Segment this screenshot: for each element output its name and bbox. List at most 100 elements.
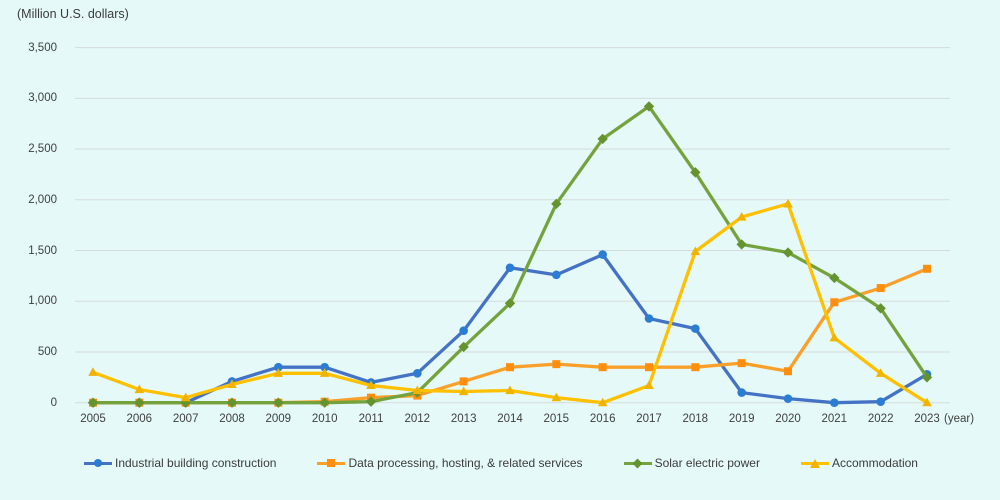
x-axis-tick: 2005 <box>80 413 106 425</box>
data-point-marker-accommodation <box>458 386 469 396</box>
x-axis-tick: 2011 <box>358 413 384 425</box>
data-point-marker-industrial-building-construction <box>691 324 700 333</box>
legend-label: Solar electric power <box>654 456 760 470</box>
data-point-marker-solar-electric-power <box>504 298 516 309</box>
gridlines <box>75 47 950 404</box>
x-axis-tick: 2019 <box>728 413 755 425</box>
data-point-marker-industrial-building-construction <box>737 388 746 397</box>
x-axis-tick: 2016 <box>589 413 616 425</box>
data-point-marker-solar-electric-power <box>365 396 377 407</box>
legend-label: Industrial building construction <box>115 456 277 470</box>
x-axis-tick: 2006 <box>126 413 153 425</box>
x-axis-tick: 2015 <box>543 413 570 425</box>
circle-marker-icon <box>84 457 112 469</box>
triangle-marker-icon <box>800 457 829 469</box>
x-axis-tick: 2013 <box>450 413 477 425</box>
data-point-marker-accommodation <box>551 392 562 402</box>
data-point-marker-industrial-building-construction <box>274 362 283 372</box>
x-axis-tick: 2022 <box>867 413 894 425</box>
data-point-marker-accommodation <box>690 246 701 256</box>
data-point-marker-accommodation <box>319 368 330 377</box>
x-axis-tick: 2017 <box>636 413 662 425</box>
data-point-marker-industrial-building-construction <box>644 314 654 323</box>
data-point-marker-data-processing-hosting-related-services <box>922 264 931 273</box>
x-axis-tick: 2018 <box>682 413 709 425</box>
x-axis-tick: 2021 <box>821 413 848 425</box>
x-axis-suffix-label: (year) <box>944 413 975 425</box>
line-chart <box>75 47 950 408</box>
x-axis-tick: 2020 <box>775 413 801 425</box>
data-point-marker-solar-electric-power <box>875 303 886 314</box>
x-axis-tick: 2012 <box>404 413 431 425</box>
data-point-marker-accommodation <box>597 397 608 407</box>
data-point-marker-industrial-building-construction <box>598 250 607 259</box>
data-point-marker-data-processing-hosting-related-services <box>830 298 839 307</box>
data-point-marker-industrial-building-construction <box>459 326 468 335</box>
y-axis-unit-label: (Million U.S. dollars) <box>17 7 129 21</box>
data-point-marker-accommodation <box>366 380 376 390</box>
data-point-marker-accommodation <box>783 198 793 208</box>
legend-label: Data processing, hosting, & related serv… <box>348 456 583 470</box>
data-point-marker-accommodation <box>922 397 932 407</box>
data-point-marker-solar-electric-power <box>319 397 330 408</box>
y-axis-tick: 500 <box>37 346 57 358</box>
data-point-marker-accommodation <box>736 212 747 221</box>
data-point-marker-data-processing-hosting-related-services <box>783 367 792 376</box>
data-point-marker-industrial-building-construction <box>413 368 422 378</box>
data-point-marker-industrial-building-construction <box>552 270 561 280</box>
data-point-marker-industrial-building-construction <box>505 263 515 273</box>
legend-item-industrial-building-construction: Industrial building construction <box>84 456 276 470</box>
data-point-marker-accommodation <box>644 380 654 390</box>
data-point-marker-data-processing-hosting-related-services <box>598 363 607 372</box>
data-point-marker-data-processing-hosting-related-services <box>505 363 514 372</box>
series-industrial-building-construction <box>88 250 932 408</box>
y-axis-tick: 2,000 <box>28 193 57 206</box>
legend-item-data-processing-hosting-related-services: Data processing, hosting, & related serv… <box>317 456 583 470</box>
data-point-marker-solar-electric-power <box>921 372 933 383</box>
data-point-marker-solar-electric-power <box>551 198 562 210</box>
data-point-marker-data-processing-hosting-related-services <box>876 284 885 293</box>
data-point-marker-solar-electric-power <box>134 397 145 408</box>
data-point-marker-solar-electric-power <box>736 239 747 250</box>
data-point-marker-accommodation <box>505 385 515 395</box>
data-point-marker-data-processing-hosting-related-services <box>644 363 653 372</box>
legend-label: Accommodation <box>831 456 918 470</box>
data-point-marker-accommodation <box>180 392 191 402</box>
data-point-marker-data-processing-hosting-related-services <box>691 363 700 372</box>
x-axis-tick: 2008 <box>219 413 245 425</box>
data-point-marker-data-processing-hosting-related-services <box>737 359 746 368</box>
data-point-marker-solar-electric-power <box>226 397 238 408</box>
data-point-marker-solar-electric-power <box>782 247 794 258</box>
data-point-marker-industrial-building-construction <box>320 362 329 372</box>
data-point-marker-solar-electric-power <box>87 397 99 408</box>
series-data-processing-hosting-related-services <box>89 264 931 407</box>
x-axis-tick: 2014 <box>497 413 523 425</box>
data-point-marker-industrial-building-construction <box>830 398 839 408</box>
data-point-marker-accommodation <box>134 384 145 394</box>
y-axis-tick: 1,000 <box>28 295 57 308</box>
y-axis-tick: 3,000 <box>28 92 57 105</box>
series-accommodation <box>88 198 932 407</box>
chart-legend: Industrial building construction Data pro… <box>84 456 918 470</box>
x-axis-tick: 2023 <box>914 413 940 425</box>
data-point-marker-solar-electric-power <box>643 101 655 112</box>
data-point-marker-solar-electric-power <box>829 272 840 284</box>
data-point-marker-accommodation <box>273 368 284 377</box>
data-point-marker-accommodation <box>875 368 886 377</box>
data-point-marker-solar-electric-power <box>273 397 284 408</box>
data-point-marker-data-processing-hosting-related-services <box>552 360 561 369</box>
data-point-marker-industrial-building-construction <box>876 397 885 406</box>
data-point-marker-accommodation <box>412 385 423 395</box>
y-axis-tick: 0 <box>50 396 57 409</box>
data-point-marker-industrial-building-construction <box>783 394 793 403</box>
data-point-marker-accommodation <box>829 332 840 342</box>
y-axis-tick: 1,500 <box>28 244 57 257</box>
square-marker-icon <box>317 457 346 469</box>
data-point-marker-solar-electric-power <box>597 133 608 145</box>
series-line-data-processing-hosting-related-services <box>91 267 929 405</box>
data-point-marker-accommodation <box>88 367 98 376</box>
x-axis-tick: 2010 <box>311 413 338 425</box>
legend-item-solar-electric-power: Solar electric power <box>623 456 760 470</box>
data-point-marker-solar-electric-power <box>458 341 469 353</box>
